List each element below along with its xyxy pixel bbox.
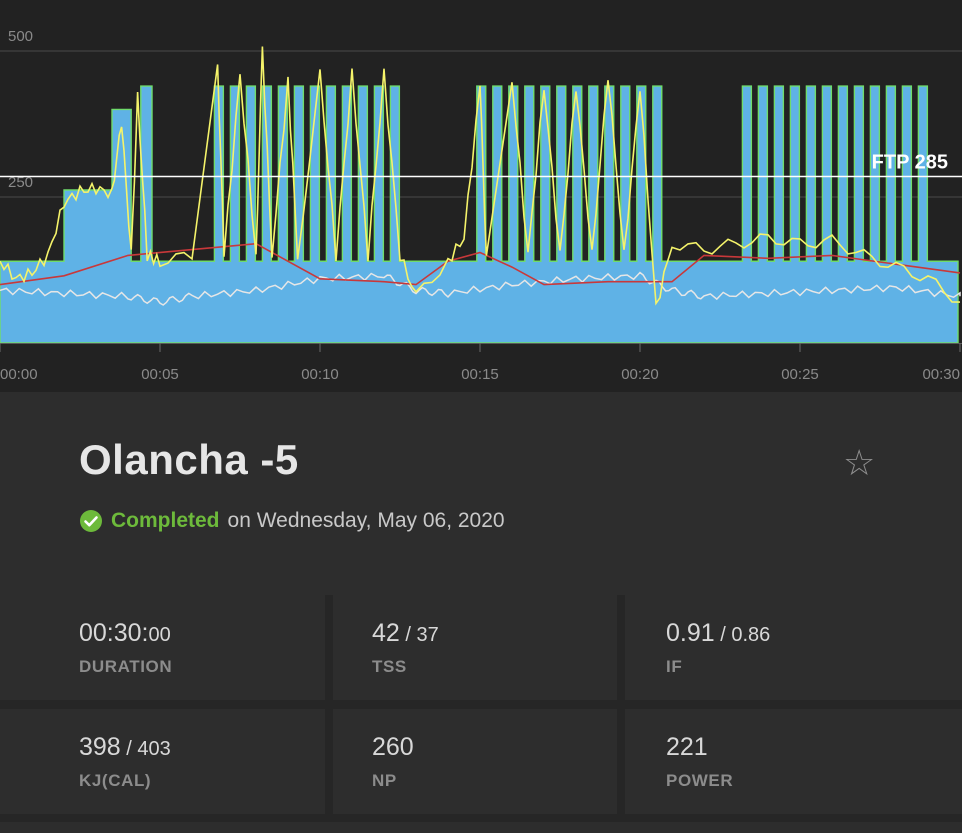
x-tick-label: 00:25 [781, 366, 819, 383]
stat-label: KJ(CAL) [79, 771, 152, 790]
x-tick-label: 00:15 [461, 366, 499, 383]
stat-duration: 00:30:00 DURATION [0, 595, 325, 700]
y-tick-label: 250 [8, 174, 33, 191]
stat-value: 398 [79, 733, 121, 761]
stat-sub-value: / 37 [399, 624, 439, 646]
target-power-area [0, 85, 959, 344]
stat-kj-cal: 398 / 403 KJ(CAL) [0, 709, 325, 814]
status-completed-label: Completed [111, 509, 220, 532]
stat-label: DURATION [79, 657, 173, 676]
stat-tss: 42 / 37 TSS [333, 595, 617, 700]
stat-value: 0.91 [666, 619, 715, 647]
actual-power-line [0, 46, 961, 306]
stat-value: 260 [372, 733, 414, 761]
workout-header-panel [0, 392, 962, 595]
x-tick-label: 00:30 [922, 366, 960, 383]
stat-if: 0.91 / 0.86 IF [625, 595, 962, 700]
stat-sub-value: 00 [148, 624, 171, 646]
stat-label: IF [666, 657, 683, 676]
stat-label: NP [372, 771, 397, 790]
stat-power: 221 POWER [625, 709, 962, 814]
stat-label: TSS [372, 657, 407, 676]
x-tick-label: 00:00 [0, 366, 38, 383]
bottom-strip [0, 822, 962, 833]
x-tick-label: 00:10 [301, 366, 339, 383]
workout-date: on Wednesday, May 06, 2020 [227, 509, 505, 532]
stat-sub-value: / 403 [120, 738, 171, 760]
stat-sub-value: / 0.86 [714, 624, 771, 646]
x-tick-label: 00:20 [621, 366, 659, 383]
ftp-label: FTP 285 [872, 152, 948, 174]
stat-value: 00:30: [79, 619, 149, 647]
power-chart-svg: 500 250 FTP 285 00:00 00:05 00:10 00:15 00:20… [0, 28, 962, 383]
workout-status-line: Completed on Wednesday, May 06, 2020 [79, 509, 505, 533]
heart-rate-line [0, 242, 961, 286]
stat-value: 221 [666, 733, 708, 761]
x-tick-label: 00:05 [141, 366, 179, 383]
stat-label: POWER [666, 771, 734, 790]
workout-chart[interactable]: 500 250 FTP 285 00:00 00:05 00:10 00:15 00:20… [0, 0, 962, 392]
check-circle-icon [80, 510, 102, 532]
stat-value: 42 [372, 619, 400, 647]
stat-np: 260 NP [333, 709, 617, 814]
y-tick-label: 500 [8, 28, 33, 45]
workout-title: Olancha -5 [79, 436, 299, 483]
cadence-line [0, 271, 961, 306]
star-outline-icon[interactable]: ☆ [843, 442, 876, 483]
